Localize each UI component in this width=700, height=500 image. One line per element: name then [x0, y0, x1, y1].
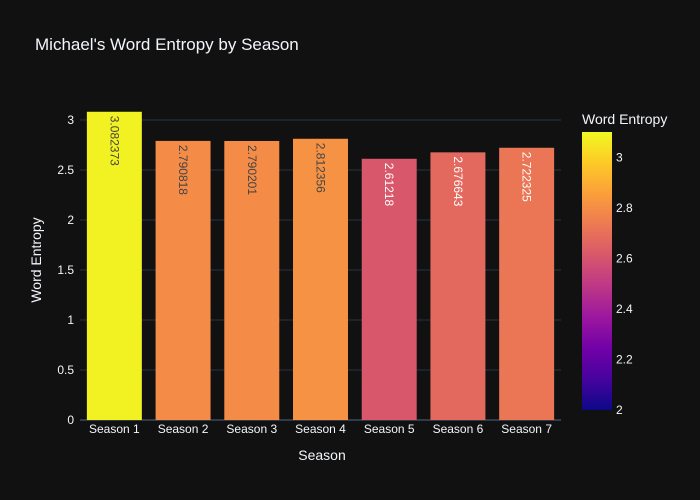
bar: [499, 147, 555, 420]
colorbar-tick-label: 2.4: [616, 302, 633, 316]
y-tick-label: 0.5: [57, 363, 74, 377]
bar: [361, 158, 417, 421]
bar-value-label: 2.790201: [245, 145, 259, 195]
x-tick-label: Season 3: [226, 422, 277, 436]
bar: [430, 152, 486, 420]
y-tick-label: 0: [67, 413, 74, 427]
x-tick-label: Season 4: [295, 422, 346, 436]
bar: [224, 140, 280, 420]
colorbar-ticks: 2 2.2 2.4 2.6 2.8 3: [616, 150, 633, 417]
bar: [293, 138, 348, 420]
bar-value-label: 2.676643: [451, 156, 465, 206]
colorbar-tick-label: 2: [616, 403, 623, 417]
bar-value-labels: 3.082373 2.790818 2.790201 2.812356 2.61218 2…: [107, 116, 533, 207]
x-tick-label: Season 6: [433, 422, 484, 436]
colorbar-tick-label: 2.8: [616, 201, 633, 215]
colorbar-tick-label: 2.2: [616, 352, 633, 366]
bar: [155, 140, 211, 420]
y-axis: 0 0.5 1 1.5 2 2.5 3: [57, 113, 74, 427]
y-tick-label: 2.5: [57, 163, 74, 177]
colorbar-gradient: [582, 132, 612, 410]
y-axis-title: Word Entropy: [28, 217, 44, 302]
colorbar-tick-label: 2.6: [616, 251, 633, 265]
bar: [86, 111, 142, 421]
bar-value-label: 2.722325: [520, 152, 534, 202]
bar-value-label: 3.082373: [107, 116, 121, 166]
bars: [86, 111, 555, 421]
colorbar-tick-label: 3: [616, 150, 623, 164]
y-tick-label: 1.5: [57, 263, 74, 277]
bar-value-label: 2.790818: [176, 145, 190, 195]
x-tick-label: Season 1: [89, 422, 140, 436]
x-tick-label: Season 7: [501, 422, 552, 436]
y-tick-label: 2: [67, 213, 74, 227]
y-tick-label: 3: [67, 113, 74, 127]
bar-value-label: 2.812356: [314, 143, 328, 193]
x-tick-label: Season 5: [364, 422, 415, 436]
colorbar-title: Word Entropy: [582, 111, 667, 127]
chart-title: Michael's Word Entropy by Season: [35, 35, 299, 54]
x-axis: Season 1 Season 2 Season 3 Season 4 Season 5…: [89, 422, 552, 436]
x-tick-label: Season 2: [158, 422, 209, 436]
bar-value-label: 2.61218: [382, 163, 396, 207]
x-axis-title: Season: [298, 447, 345, 463]
colorbar: Word Entropy 2 2.2 2.4 2.6 2.8 3: [582, 111, 667, 417]
y-tick-label: 1: [67, 313, 74, 327]
